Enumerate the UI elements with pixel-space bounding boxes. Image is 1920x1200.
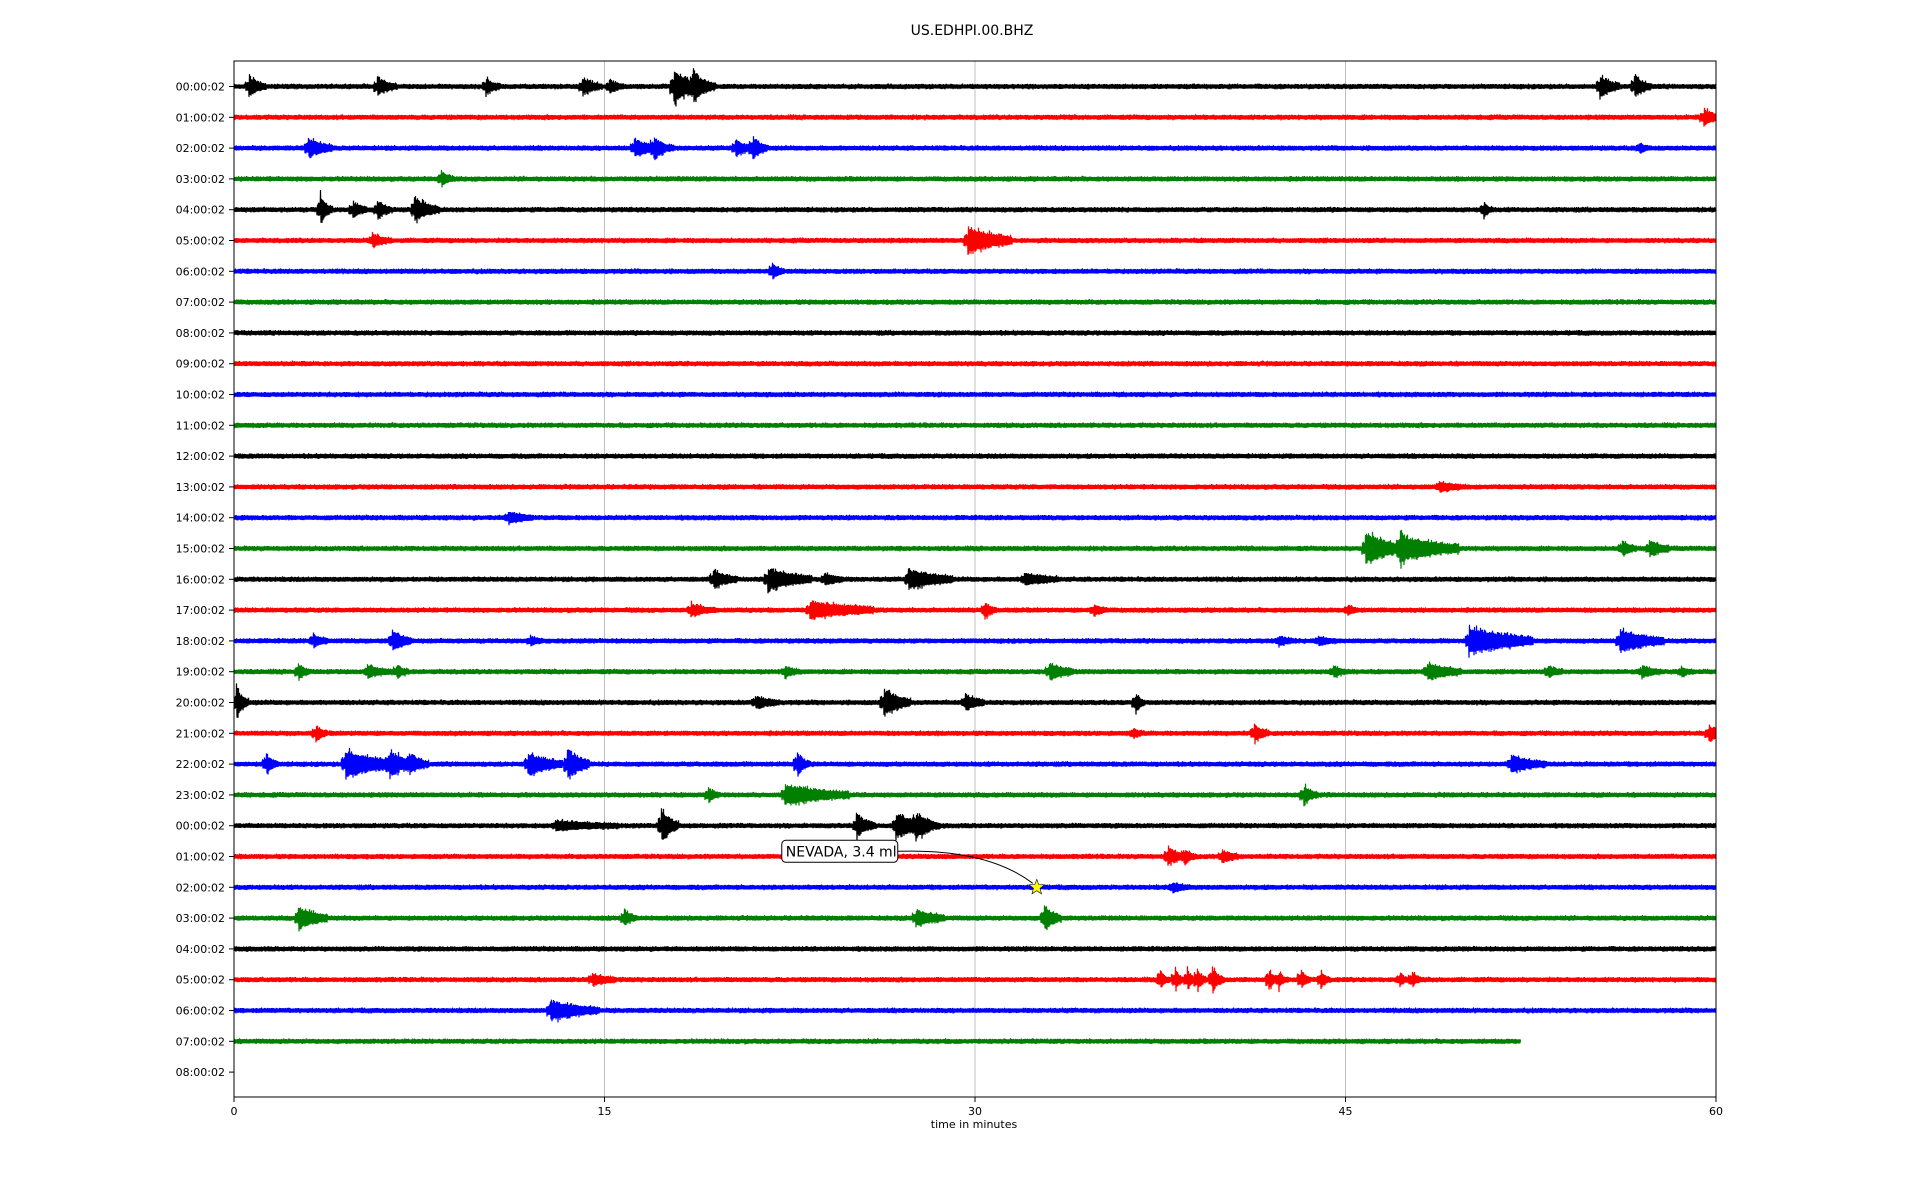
seismic-trace (233, 905, 1717, 932)
row-time-label: 08:00:02 (176, 1066, 225, 1079)
row-time-label: 01:00:02 (176, 111, 225, 124)
x-tick-label: 60 (1709, 1105, 1723, 1118)
row-time-label: 19:00:02 (176, 666, 225, 679)
seismic-trace (233, 422, 1717, 429)
row-time-label: 04:00:02 (176, 943, 225, 956)
row-time-label: 17:00:02 (176, 604, 225, 617)
row-time-label: 07:00:02 (176, 1035, 225, 1048)
row-time-label: 18:00:02 (176, 635, 225, 648)
seismic-trace (233, 226, 1717, 255)
row-time-label: 07:00:02 (176, 296, 225, 309)
seismic-trace (233, 298, 1717, 306)
x-axis-label: time in minutes (931, 1118, 1018, 1131)
seismic-trace (233, 945, 1717, 953)
row-time-label: 11:00:02 (176, 419, 225, 432)
seismic-trace (233, 747, 1717, 780)
row-time-label: 20:00:02 (176, 697, 225, 710)
row-time-label: 02:00:02 (176, 881, 225, 894)
row-time-label: 06:00:02 (176, 265, 225, 278)
row-time-labels: 00:00:02 01:00:02 02:00:02 03:00:02 04:00:02… (176, 81, 234, 1079)
seismic-trace (233, 661, 1717, 681)
seismic-trace (233, 136, 1717, 161)
row-time-label: 01:00:02 (176, 851, 225, 864)
seismic-trace (233, 107, 1717, 127)
seismic-trace (233, 452, 1717, 460)
row-time-label: 23:00:02 (176, 789, 225, 802)
seismic-trace (233, 600, 1717, 621)
row-time-label: 09:00:02 (176, 358, 225, 371)
annotation-label: NEVADA, 3.4 ml (786, 844, 897, 860)
seismic-trace (233, 882, 1717, 894)
seismic-trace (233, 624, 1717, 658)
row-time-label: 16:00:02 (176, 573, 225, 586)
row-time-label: 12:00:02 (176, 450, 225, 463)
seismic-trace (233, 568, 1717, 594)
row-time-label: 02:00:02 (176, 142, 225, 155)
row-time-label: 10:00:02 (176, 389, 225, 402)
seismic-trace (233, 723, 1717, 745)
event-annotation: NEVADA, 3.4 ml (781, 839, 1046, 895)
annotation-box (781, 839, 899, 863)
seismic-trace (233, 169, 1717, 188)
seismic-trace (233, 683, 1717, 718)
event-star-marker (1028, 878, 1046, 895)
seismic-trace (233, 391, 1717, 398)
seismic-trace (233, 189, 1717, 224)
trace-layer (233, 68, 1717, 1045)
seismic-trace (233, 845, 1717, 866)
seismic-trace (233, 783, 1717, 807)
row-time-label: 05:00:02 (176, 235, 225, 248)
row-time-label: 03:00:02 (176, 173, 225, 186)
seismic-trace (233, 262, 1717, 280)
row-time-label: 22:00:02 (176, 758, 225, 771)
row-time-label: 00:00:02 (176, 81, 225, 94)
seismic-trace (233, 480, 1717, 493)
seismic-trace (233, 68, 1717, 107)
seismic-trace (233, 808, 1717, 842)
row-time-label: 13:00:02 (176, 481, 225, 494)
row-time-label: 15:00:02 (176, 543, 225, 556)
x-tick-label: 15 (598, 1105, 612, 1118)
seismic-trace (233, 1038, 1522, 1045)
row-time-label: 21:00:02 (176, 727, 225, 740)
seismic-trace (233, 966, 1717, 994)
x-tick-label: 45 (1339, 1105, 1353, 1118)
seismic-trace (233, 999, 1717, 1023)
row-time-label: 14:00:02 (176, 512, 225, 525)
x-axis: 0 15 30 45 60 (231, 1097, 1723, 1118)
seismic-trace (233, 360, 1717, 367)
row-time-label: 06:00:02 (176, 1005, 225, 1018)
row-time-label: 08:00:02 (176, 327, 225, 340)
row-time-label: 03:00:02 (176, 912, 225, 925)
annotation-arrow (897, 850, 1034, 884)
seismic-trace (233, 529, 1717, 569)
row-time-label: 04:00:02 (176, 204, 225, 217)
seismic-trace (233, 511, 1717, 526)
row-time-label: 00:00:02 (176, 820, 225, 833)
seismic-trace (233, 329, 1717, 336)
chart-title: US.EDHPI.00.BHZ (911, 23, 1034, 39)
row-time-label: 05:00:02 (176, 974, 225, 987)
x-tick-label: 0 (231, 1105, 238, 1118)
x-tick-label: 30 (968, 1105, 982, 1118)
